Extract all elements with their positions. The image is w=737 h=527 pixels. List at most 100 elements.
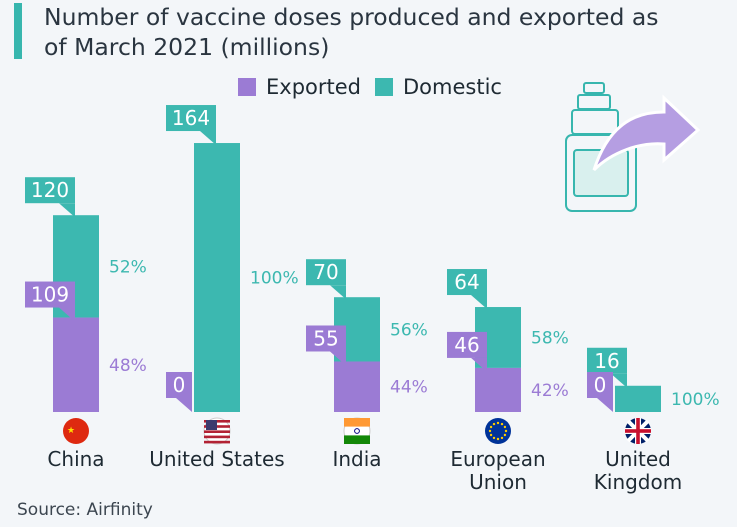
total-callout-4: 16 bbox=[587, 347, 627, 388]
total-callout-0-box bbox=[25, 177, 75, 204]
total-callout-1-box bbox=[166, 105, 216, 132]
category-label-3: European Union bbox=[450, 447, 545, 494]
pct-exported-3: 42% bbox=[531, 381, 569, 401]
legend-item-exported: Exported bbox=[238, 75, 361, 99]
exported-callout-4-box bbox=[587, 372, 613, 398]
exported-callout-3-tail bbox=[471, 357, 487, 372]
eu-flag-star bbox=[500, 436, 504, 440]
china-flag-bg bbox=[63, 418, 89, 444]
exported-callout-3: 46 bbox=[447, 331, 487, 372]
exported-callout-2-text: 55 bbox=[313, 326, 338, 350]
category-label-0: China bbox=[47, 447, 104, 471]
bar-domestic-4 bbox=[615, 385, 661, 412]
category-label-line: European bbox=[450, 447, 545, 471]
vaccine-export-icon bbox=[565, 82, 701, 212]
bar-domestic-1 bbox=[194, 143, 240, 413]
eu-flag-star bbox=[503, 433, 507, 437]
exported-callout-2: 55 bbox=[306, 325, 346, 366]
total-callout-3-tail bbox=[471, 295, 487, 310]
us-flag-stripe bbox=[204, 440, 230, 444]
total-callout-4-text: 16 bbox=[594, 349, 619, 373]
pct-domestic-4: 100% bbox=[671, 390, 720, 410]
uk-flag-vbar bbox=[636, 418, 640, 444]
exported-callout-4-tail bbox=[597, 398, 613, 412]
india-flag-saffron bbox=[344, 418, 370, 427]
exported-callout-2-box bbox=[306, 325, 346, 352]
total-callout-2-tail bbox=[330, 285, 346, 300]
exported-callout-3-box bbox=[447, 331, 487, 358]
india-flag-icon bbox=[343, 417, 371, 445]
total-callout-2-text: 70 bbox=[313, 260, 338, 284]
china-flag-star: ★ bbox=[67, 426, 75, 436]
chart-title: Number of vaccine doses produced and exp… bbox=[44, 3, 659, 61]
bar-exported-3 bbox=[475, 367, 521, 412]
india-flag-green bbox=[344, 435, 370, 444]
title-accent-bar bbox=[14, 3, 22, 59]
legend: Exported Domestic bbox=[238, 75, 502, 99]
bar-exported-2 bbox=[334, 361, 380, 412]
total-callout-1: 164 bbox=[166, 105, 216, 146]
eu-flag-star bbox=[500, 422, 504, 426]
legend-item-domestic: Domestic bbox=[375, 75, 502, 99]
exported-callout-0-text: 109 bbox=[31, 283, 69, 307]
exported-callout-1: 0 bbox=[166, 372, 192, 412]
legend-label-exported: Exported bbox=[266, 75, 361, 99]
category-label-1: United States bbox=[149, 447, 284, 471]
us-flag-stripe bbox=[204, 430, 230, 433]
total-callout-2: 70 bbox=[306, 259, 346, 300]
eu-flag-icon bbox=[485, 418, 511, 444]
pct-domestic-0: 52% bbox=[109, 257, 147, 277]
total-callout-4-box bbox=[587, 347, 627, 374]
source-note: Source: Airfinity bbox=[17, 500, 153, 520]
pct-domestic-1: 100% bbox=[250, 269, 299, 289]
legend-label-domestic: Domestic bbox=[403, 75, 502, 99]
china-flag-icon: ★ bbox=[63, 418, 89, 444]
total-callout-1-tail bbox=[200, 131, 216, 146]
us-flag-icon bbox=[203, 417, 231, 445]
eu-flag-bg bbox=[485, 418, 511, 444]
total-callout-2-box bbox=[306, 259, 346, 286]
eu-flag-star bbox=[496, 421, 500, 425]
pct-domestic-3: 58% bbox=[531, 328, 569, 348]
india-flag-wheel bbox=[354, 428, 360, 434]
us-flag-stripe bbox=[204, 435, 230, 439]
exported-callout-2-tail bbox=[330, 351, 346, 366]
exported-callout-0-tail bbox=[59, 307, 75, 322]
exported-callout-3-text: 46 bbox=[454, 333, 479, 357]
total-callout-3-text: 64 bbox=[454, 270, 479, 294]
eu-flag-star bbox=[489, 425, 493, 429]
exported-callout-0-box bbox=[25, 281, 75, 308]
exported-callout-1-text: 0 bbox=[173, 373, 186, 397]
category-label-line: China bbox=[47, 447, 104, 471]
total-callout-0-tail bbox=[59, 203, 75, 218]
legend-swatch-domestic bbox=[375, 78, 393, 96]
eu-flag-star bbox=[492, 422, 496, 426]
eu-flag-star bbox=[504, 429, 508, 433]
category-label-line: United bbox=[605, 447, 671, 471]
category-label-line: India bbox=[332, 447, 381, 471]
eu-flag-star bbox=[489, 433, 493, 437]
us-flag-canton bbox=[206, 420, 217, 430]
exported-callout-1-tail bbox=[176, 398, 192, 412]
uk-flag-icon bbox=[625, 418, 651, 444]
exported-callout-1-box bbox=[166, 372, 192, 398]
exported-callout-0: 109 bbox=[25, 281, 75, 322]
pct-exported-0: 48% bbox=[109, 356, 147, 376]
eu-flag-star bbox=[503, 425, 507, 429]
category-label-line: Union bbox=[469, 470, 527, 494]
eu-flag-star bbox=[492, 436, 496, 440]
category-label-line: Kingdom bbox=[594, 470, 682, 494]
total-callout-3: 64 bbox=[447, 269, 487, 310]
total-callout-3-box bbox=[447, 269, 487, 296]
bars-layer: 120 109 52% 48% ★ China 164 0 100% United States 7… bbox=[25, 105, 720, 494]
legend-swatch-exported bbox=[238, 78, 256, 96]
exported-callout-4-text: 0 bbox=[594, 373, 607, 397]
bar-exported-0 bbox=[53, 317, 99, 412]
eu-flag-star bbox=[496, 437, 500, 441]
total-callout-4-tail bbox=[611, 373, 627, 388]
pct-exported-2: 44% bbox=[390, 378, 428, 398]
total-callout-0: 120 bbox=[25, 177, 75, 218]
category-label-line: United States bbox=[149, 447, 284, 471]
eu-flag-star bbox=[488, 429, 492, 433]
